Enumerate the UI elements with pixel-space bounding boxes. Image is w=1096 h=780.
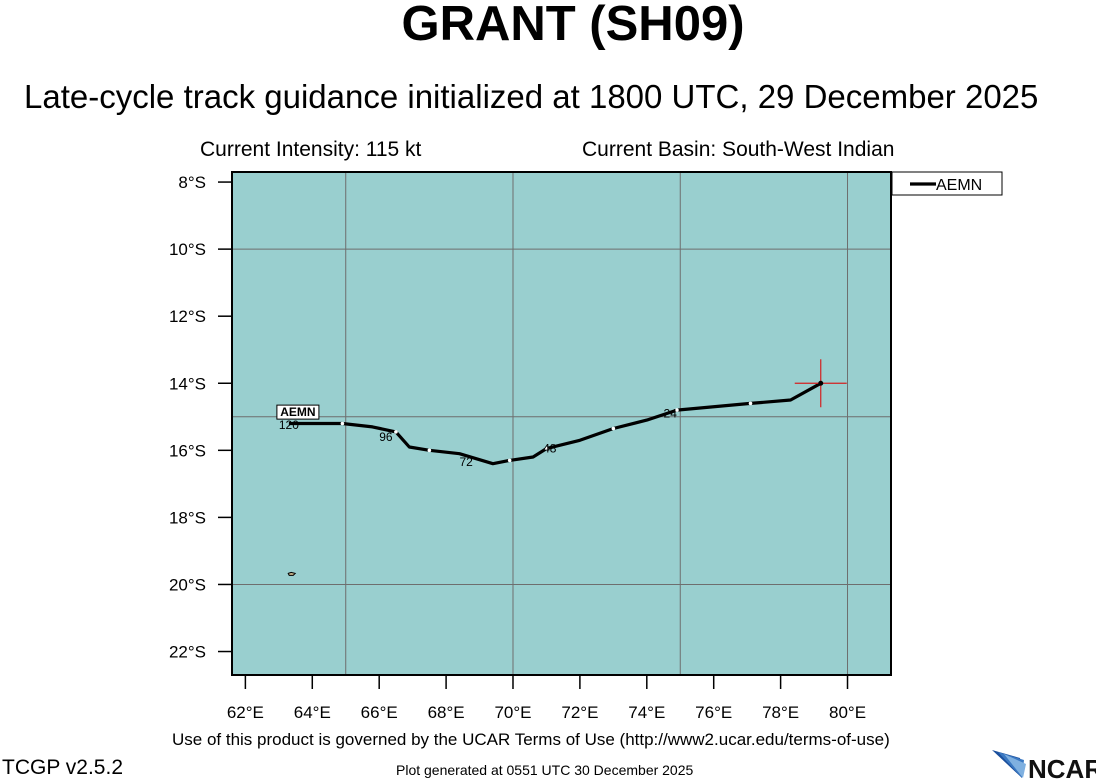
lat-tick-label: 10°S bbox=[169, 240, 206, 259]
track-time-mark bbox=[748, 401, 753, 406]
lat-tick-label: 20°S bbox=[169, 575, 206, 594]
track-time-mark bbox=[394, 430, 398, 434]
lat-tick-label: 22°S bbox=[169, 643, 206, 662]
legend-label-aemn: AEMN bbox=[936, 177, 982, 194]
lat-tick-label: 18°S bbox=[169, 508, 206, 527]
lat-tick-label: 14°S bbox=[169, 374, 206, 393]
lon-tick-label: 74°E bbox=[628, 703, 665, 722]
current-intensity: Current Intensity: 115 kt bbox=[200, 138, 422, 161]
track-end-label: AEMN bbox=[280, 405, 315, 419]
track-time-mark bbox=[340, 421, 345, 426]
ncar-logo-text: NCAR bbox=[1028, 754, 1096, 780]
page-title: GRANT (SH09) bbox=[401, 0, 745, 51]
terms-of-use-text: Use of this product is governed by the U… bbox=[172, 730, 890, 749]
lon-tick-label: 66°E bbox=[361, 703, 398, 722]
track-time-mark bbox=[675, 408, 679, 412]
ncar-logo: NCAR bbox=[992, 750, 1096, 780]
lon-tick-label: 64°E bbox=[294, 703, 331, 722]
lat-tick-label: 12°S bbox=[169, 307, 206, 326]
lon-tick-label: 62°E bbox=[227, 703, 264, 722]
version-text: TCGP v2.5.2 bbox=[2, 756, 123, 779]
map-frame bbox=[231, 171, 892, 676]
legend-box bbox=[891, 171, 1003, 196]
track-time-mark bbox=[507, 458, 512, 463]
lat-tick-label: 16°S bbox=[169, 441, 206, 460]
track-hour-label: 120 bbox=[279, 418, 299, 432]
track-line-aemn bbox=[288, 381, 822, 466]
lat-tick-label: 8°S bbox=[178, 173, 206, 192]
track-hour-label: 72 bbox=[459, 455, 473, 469]
generated-time-text: Plot generated at 0551 UTC 30 December 2… bbox=[396, 762, 694, 778]
track-time-mark bbox=[611, 426, 616, 431]
track-hour-label: 48 bbox=[543, 442, 557, 456]
track-hour-label: 24 bbox=[664, 406, 678, 420]
lon-tick-label: 68°E bbox=[428, 703, 465, 722]
island-shape bbox=[287, 571, 297, 576]
track-time-mark bbox=[544, 446, 549, 451]
lon-tick-label: 76°E bbox=[695, 703, 732, 722]
lon-tick-label: 72°E bbox=[561, 703, 598, 722]
current-position-dot bbox=[818, 380, 824, 386]
lon-tick-label: 78°E bbox=[762, 703, 799, 722]
lon-tick-label: 80°E bbox=[829, 703, 866, 722]
page-subtitle: Late-cycle track guidance initialized at… bbox=[24, 78, 1039, 115]
track-end-label-box bbox=[276, 404, 320, 420]
track-time-mark bbox=[427, 448, 432, 453]
current-basin: Current Basin: South-West Indian bbox=[582, 138, 895, 161]
track-hour-label: 96 bbox=[379, 430, 393, 444]
lon-tick-label: 70°E bbox=[494, 703, 531, 722]
